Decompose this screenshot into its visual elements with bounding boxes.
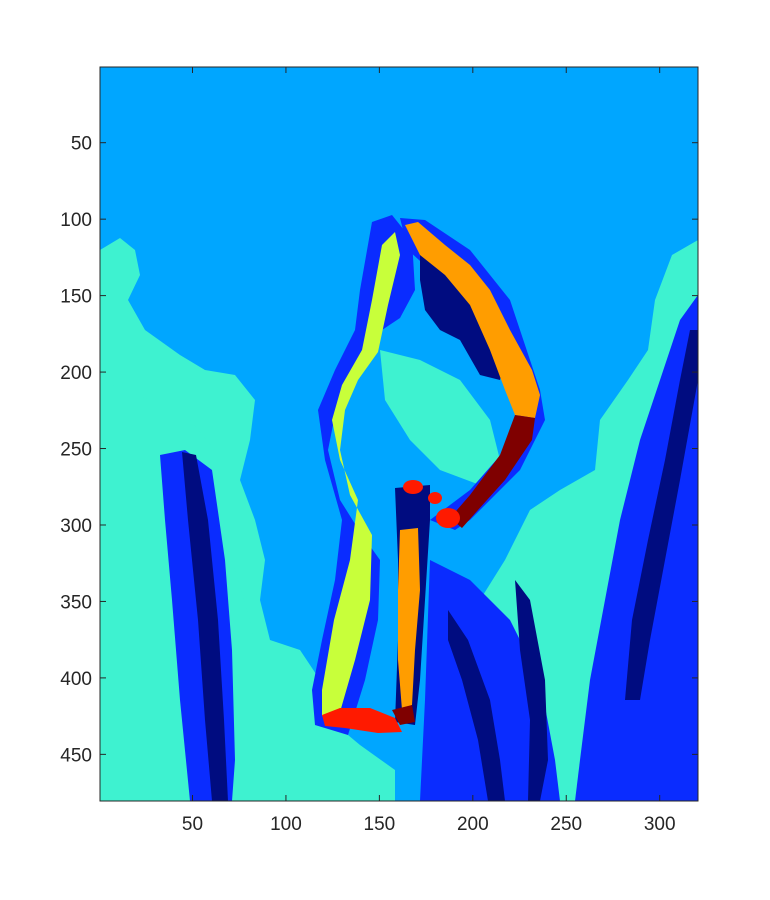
x-tick-label: 300 [644, 814, 676, 835]
heatmap-region-red-joint-2 [403, 480, 423, 494]
x-axis-ticks: 50 100 150 200 250 300 [182, 67, 676, 835]
heatmap-region-maroon [450, 415, 535, 528]
heatmap-region-red-joint-3 [428, 492, 442, 504]
heatmap-region-red-joint [436, 508, 460, 528]
y-tick-label: 400 [60, 669, 92, 690]
heatmap-region-left-navy [182, 452, 228, 801]
y-tick-label: 200 [60, 363, 92, 384]
y-axis-ticks: 50 100 150 200 250 300 350 400 450 [60, 134, 698, 766]
heatmap-region-maroon-2 [392, 705, 415, 725]
y-tick-label: 250 [60, 440, 92, 461]
x-tick-label: 200 [457, 814, 489, 835]
x-tick-label: 100 [270, 814, 302, 835]
heatmap-region-red-bottom [322, 708, 402, 733]
heatmap-region-right-navy-2 [515, 580, 548, 801]
y-tick-label: 350 [60, 592, 92, 613]
heatmap-region-right-navy [625, 330, 698, 700]
heatmap-region-orange-lower [398, 528, 420, 710]
plot-area [100, 67, 698, 801]
y-tick-label: 300 [60, 516, 92, 537]
plot-frame [99, 66, 699, 802]
heatmap-region-outline-blue [312, 215, 415, 735]
heatmap-region-lower-navy [448, 610, 505, 801]
x-tick-label: 50 [182, 814, 203, 835]
y-tick-label: 50 [71, 134, 92, 155]
heatmap-region-center-navy [420, 240, 508, 380]
y-tick-label: 150 [60, 287, 92, 308]
heatmap-region-yellow-arm [322, 232, 400, 716]
x-tick-label: 150 [364, 814, 396, 835]
x-tick-label: 250 [550, 814, 582, 835]
heatmap-region-orange-upper [405, 222, 540, 418]
y-tick-label: 450 [60, 745, 92, 766]
heatmap-region-center-cyan [380, 350, 500, 485]
heatmap-region-right-blue [575, 295, 698, 801]
heatmap-region-bottom-blue [420, 560, 560, 801]
y-tick-label: 100 [60, 210, 92, 231]
